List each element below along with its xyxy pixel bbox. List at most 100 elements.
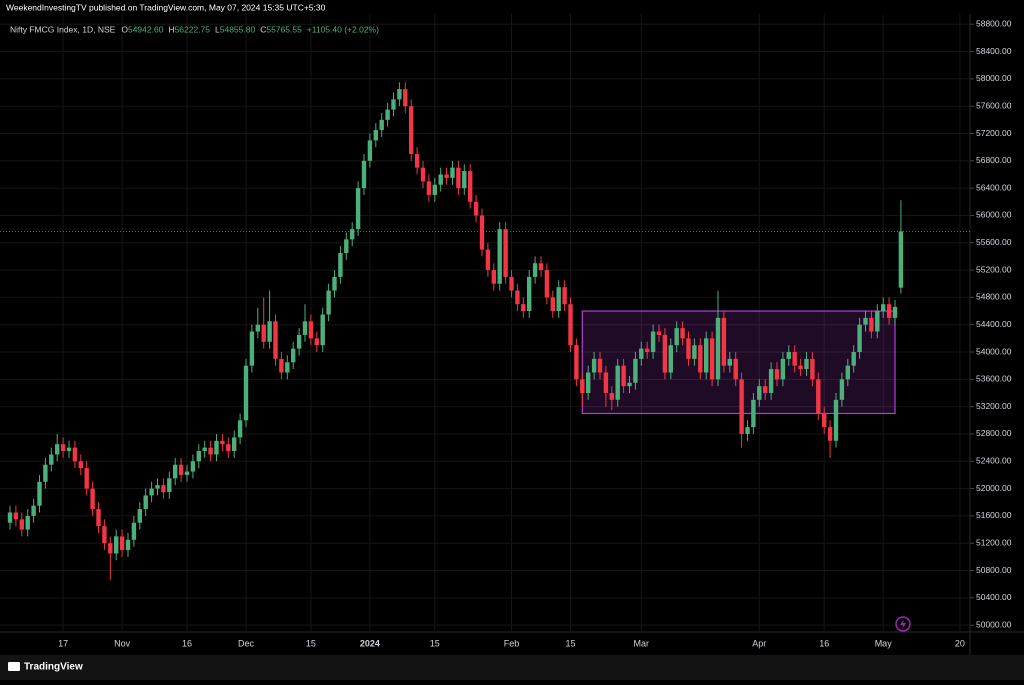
alert-icon[interactable] [895, 616, 911, 632]
candle-body [757, 386, 762, 400]
candle-body [686, 338, 691, 359]
y-tick-label: 53200.00 [976, 401, 1012, 411]
y-tick-label: 54400.00 [976, 319, 1012, 329]
candle-body [291, 348, 296, 363]
y-tick-label: 50800.00 [976, 565, 1012, 575]
legend-key: L [215, 24, 220, 34]
legend-value: 55765.55 [266, 24, 302, 34]
candle-body [497, 229, 502, 284]
candle-body [609, 392, 614, 400]
legend-value: 54942.60 [128, 24, 164, 34]
candle-body [780, 358, 786, 380]
candle-body [597, 358, 603, 373]
candle-body [273, 321, 278, 359]
candle-body [456, 167, 461, 189]
candle-body [137, 509, 142, 523]
candle-body [102, 526, 107, 544]
x-tick-label: Apr [752, 638, 766, 648]
candle-body [344, 239, 349, 254]
candle-body [574, 345, 579, 380]
candle-body [645, 348, 650, 353]
candle-body [226, 444, 231, 452]
candle-body [886, 304, 892, 318]
y-tick-label: 58800.00 [976, 18, 1012, 28]
candle-body [792, 352, 797, 366]
candle-body [898, 231, 904, 288]
candle-body [308, 321, 314, 339]
candle-body [350, 229, 355, 240]
candle-body [119, 536, 125, 551]
y-tick-label: 55200.00 [976, 264, 1012, 274]
candle-body [355, 188, 361, 230]
candle-body [662, 334, 668, 373]
candle-body [509, 276, 514, 291]
legend-key: C [260, 24, 266, 34]
candle-body [633, 358, 638, 383]
candle-body [78, 461, 83, 469]
candle-body [397, 89, 402, 100]
x-tick-label: Mar [634, 638, 650, 648]
footer-bar [0, 655, 1024, 680]
x-tick-label: 15 [306, 638, 316, 648]
candle-body [385, 109, 390, 120]
y-tick-label: 50000.00 [976, 619, 1012, 629]
candle-body [114, 536, 119, 554]
y-tick-label: 56000.00 [976, 210, 1012, 220]
candle-body [302, 321, 308, 335]
y-tick-label: 57200.00 [976, 128, 1012, 138]
candle-body [863, 317, 868, 325]
candle-body [444, 174, 449, 178]
candle-body [96, 509, 101, 527]
y-tick-label: 50400.00 [976, 592, 1012, 602]
candle-body [515, 290, 520, 305]
candle-body [550, 297, 555, 312]
y-tick-label: 56400.00 [976, 182, 1012, 192]
x-tick-label: 15 [565, 638, 575, 648]
candle-body [462, 171, 467, 189]
candle-body [816, 379, 821, 414]
y-tick-label: 57600.00 [976, 100, 1012, 110]
x-tick-label: 2024 [360, 638, 380, 648]
candle-body [243, 365, 249, 421]
candle-body [190, 461, 196, 472]
candle-body [255, 324, 260, 332]
candle-body [320, 314, 325, 346]
candle-body [49, 454, 54, 465]
candle-body [745, 427, 750, 434]
candle-body [680, 328, 685, 339]
candle-body [143, 495, 148, 510]
candle-body [214, 440, 219, 455]
candle-body [131, 522, 137, 540]
candle-body [491, 270, 496, 284]
candle-body [249, 331, 255, 366]
candle-body [125, 539, 131, 551]
candle-body [568, 304, 573, 346]
x-tick-label: 20 [955, 638, 965, 648]
candle-body [698, 345, 703, 373]
candle-body [391, 99, 396, 110]
candle-body [267, 321, 272, 342]
candle-body [332, 276, 337, 291]
candle-body [296, 334, 302, 349]
candle-body [621, 365, 626, 387]
candle-body [326, 290, 331, 315]
candle-body [403, 89, 408, 107]
candle-body [485, 249, 491, 271]
y-tick-label: 58000.00 [976, 73, 1012, 83]
plot [0, 82, 970, 581]
candle-body [367, 140, 373, 161]
grid: 50000.00 50400.00 50800.00 51200.00 51600.00… [0, 14, 1012, 648]
candle-body [521, 304, 526, 312]
x-tick-label: Nov [114, 638, 131, 648]
candle-body [692, 345, 697, 359]
candle-body [479, 215, 485, 250]
candle-body [851, 352, 856, 366]
candle-body [798, 365, 803, 370]
candle-body [285, 362, 290, 373]
y-tick-label: 52000.00 [976, 483, 1012, 493]
candle-body [556, 287, 561, 312]
candle-body [261, 324, 266, 342]
candle-body [603, 372, 609, 393]
y-tick-label: 52800.00 [976, 428, 1012, 438]
candle-body [60, 444, 66, 452]
